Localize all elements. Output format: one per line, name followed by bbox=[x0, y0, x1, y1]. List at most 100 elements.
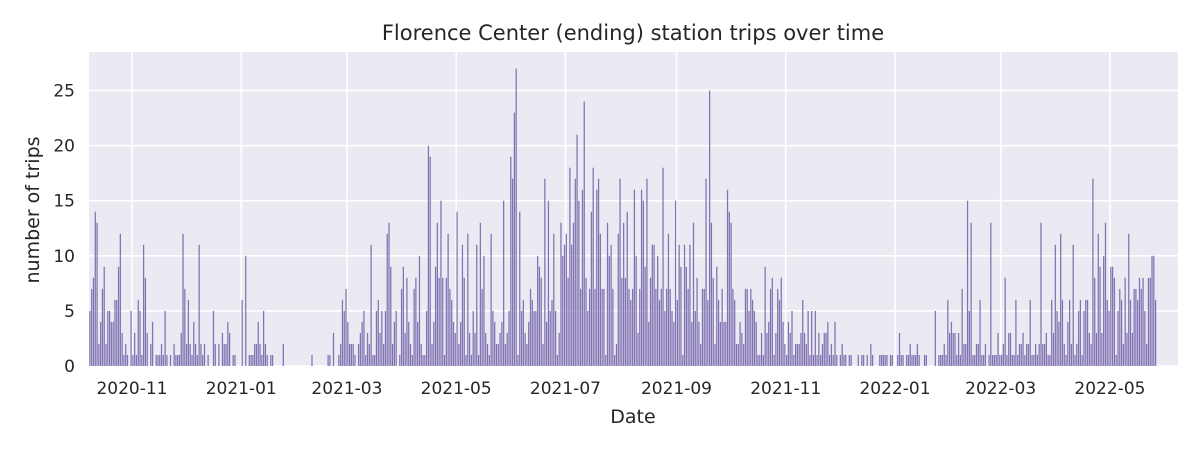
bar bbox=[528, 321, 530, 366]
bar bbox=[191, 354, 193, 366]
bar bbox=[159, 354, 161, 366]
bar bbox=[245, 255, 247, 366]
bar bbox=[673, 321, 675, 366]
bar bbox=[898, 332, 901, 366]
bar bbox=[117, 266, 120, 366]
bar bbox=[918, 354, 920, 366]
bar bbox=[963, 343, 965, 366]
bar bbox=[542, 343, 544, 366]
bar bbox=[520, 310, 523, 366]
bar bbox=[1009, 332, 1012, 366]
bar bbox=[683, 244, 686, 366]
bar bbox=[433, 321, 435, 366]
bar bbox=[941, 354, 944, 366]
bar bbox=[1063, 343, 1065, 366]
bar bbox=[651, 244, 653, 366]
bar bbox=[227, 321, 229, 366]
bar bbox=[610, 244, 612, 366]
bar bbox=[957, 332, 960, 366]
bar bbox=[1085, 299, 1087, 366]
bar bbox=[821, 343, 824, 366]
bar bbox=[1076, 343, 1078, 366]
bar bbox=[1061, 299, 1064, 366]
bar bbox=[669, 288, 671, 366]
bar bbox=[1022, 332, 1024, 366]
bar bbox=[483, 255, 485, 366]
bar bbox=[850, 354, 852, 366]
bar bbox=[737, 343, 739, 366]
bar bbox=[1129, 299, 1132, 366]
bar bbox=[730, 222, 732, 366]
bar bbox=[501, 321, 503, 366]
bar bbox=[956, 354, 958, 366]
bar bbox=[789, 332, 791, 366]
bar bbox=[413, 288, 415, 366]
bar bbox=[443, 354, 446, 366]
bar bbox=[775, 332, 777, 366]
bar bbox=[1113, 277, 1116, 366]
bar bbox=[146, 332, 148, 366]
bar bbox=[796, 343, 799, 366]
bar bbox=[411, 354, 413, 366]
bar bbox=[950, 321, 953, 366]
bar bbox=[959, 354, 962, 366]
bar bbox=[954, 332, 956, 366]
bar bbox=[569, 167, 571, 366]
bar bbox=[975, 343, 978, 366]
bar bbox=[848, 354, 850, 366]
bar bbox=[786, 354, 788, 366]
bar bbox=[388, 222, 390, 366]
bar bbox=[384, 310, 387, 366]
bar bbox=[556, 354, 559, 366]
bar bbox=[200, 343, 202, 366]
bar bbox=[449, 288, 451, 366]
bar bbox=[857, 354, 859, 366]
bar bbox=[1043, 343, 1046, 366]
bar bbox=[606, 222, 609, 366]
bar bbox=[947, 299, 949, 366]
bar bbox=[653, 244, 655, 366]
bar bbox=[580, 288, 582, 366]
bar bbox=[640, 189, 643, 366]
bar bbox=[771, 277, 773, 366]
bar bbox=[811, 310, 813, 366]
bar bbox=[666, 288, 668, 366]
bar bbox=[537, 255, 539, 366]
bar bbox=[488, 354, 490, 366]
bar bbox=[282, 343, 284, 366]
bar bbox=[499, 332, 501, 366]
bar bbox=[646, 178, 648, 366]
bar bbox=[655, 288, 657, 366]
bar bbox=[1013, 354, 1015, 366]
bar bbox=[476, 244, 478, 366]
bar bbox=[615, 343, 618, 366]
bar bbox=[461, 244, 464, 366]
bar bbox=[522, 299, 524, 366]
bar bbox=[719, 321, 721, 366]
bar bbox=[596, 189, 598, 366]
bar bbox=[460, 321, 462, 366]
bar bbox=[990, 222, 992, 366]
bar bbox=[945, 354, 947, 366]
bar bbox=[1117, 310, 1119, 366]
bar bbox=[468, 332, 471, 366]
bar bbox=[664, 310, 666, 366]
y-axis-label: number of trips bbox=[22, 136, 44, 283]
bar bbox=[198, 244, 200, 366]
y-tick-label: 20 bbox=[53, 137, 75, 157]
bar bbox=[270, 354, 272, 366]
bar bbox=[889, 354, 892, 366]
bar bbox=[592, 167, 594, 366]
bar bbox=[92, 277, 95, 366]
bar bbox=[368, 343, 370, 366]
bar bbox=[766, 332, 768, 366]
bar bbox=[549, 310, 551, 366]
bar bbox=[517, 354, 519, 366]
bar bbox=[841, 343, 843, 366]
x-tick-label: 2021-01 bbox=[206, 379, 277, 399]
bar bbox=[234, 354, 236, 366]
bar bbox=[404, 332, 406, 366]
bar bbox=[721, 288, 723, 366]
x-axis-ticks: 2020-11 2021-01 2021-03 2021-05 2021-07 2021-… bbox=[96, 379, 1145, 399]
bar bbox=[1095, 332, 1098, 366]
